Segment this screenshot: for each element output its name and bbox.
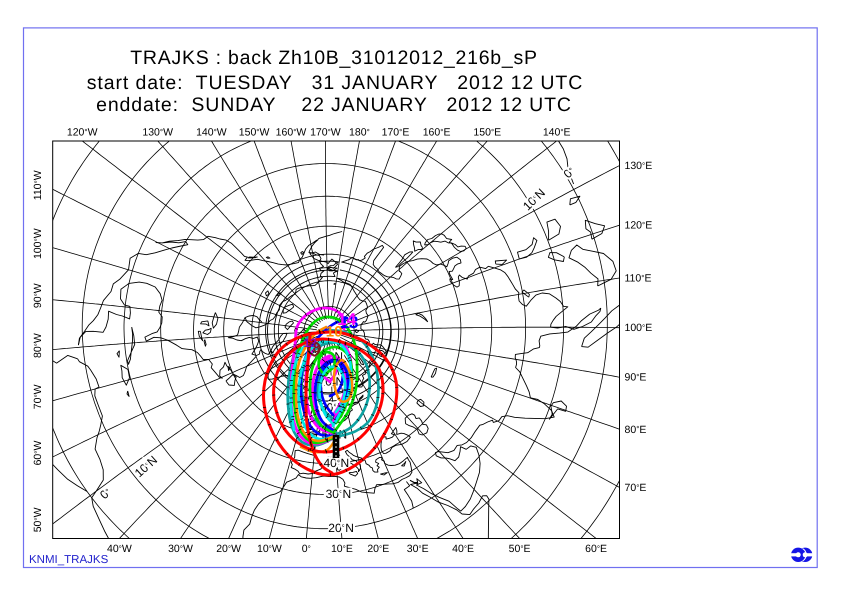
svg-text:100°E: 100°E [625, 322, 653, 334]
svg-text:40°E: 40°E [452, 543, 474, 555]
svg-text:180°: 180° [349, 127, 370, 139]
svg-text:120°E: 120°E [625, 220, 653, 232]
svg-text:30°N: 30°N [326, 487, 352, 501]
svg-text:10°W: 10°W [257, 543, 282, 555]
svg-text:80°W: 80°W [32, 333, 44, 358]
svg-text:20°E: 20°E [367, 543, 389, 555]
svg-text:KNMI_TRAJKS: KNMI_TRAJKS [29, 554, 109, 566]
svg-text:20°W: 20°W [216, 543, 241, 555]
svg-text:40°W: 40°W [107, 543, 132, 555]
svg-text:140°W: 140°W [196, 127, 227, 139]
svg-text:170°W: 170°W [310, 127, 341, 139]
svg-text:14: 14 [337, 310, 356, 329]
svg-text:170°E: 170°E [382, 127, 410, 139]
svg-text:120°W: 120°W [67, 127, 98, 139]
svg-text:50°W: 50°W [32, 507, 44, 532]
svg-text:0°: 0° [302, 543, 311, 555]
svg-text:start date: TUESDAY 31 JANU: start date: TUESDAY 31 JANUARY 2012 12 U… [87, 72, 583, 94]
svg-text:80°E: 80°E [625, 424, 647, 436]
svg-text:10: 10 [326, 324, 343, 341]
svg-text:130°E: 130°E [625, 160, 653, 172]
svg-text:60°E: 60°E [585, 543, 607, 555]
svg-text:8: 8 [313, 340, 320, 355]
svg-text:50°E: 50°E [509, 543, 531, 555]
svg-text:160°W: 160°W [276, 127, 307, 139]
svg-text:enddate: SUNDAY 22 JANUARY: enddate: SUNDAY 22 JANUARY 2012 12 UTC [96, 94, 572, 116]
svg-text:13: 13 [304, 336, 318, 350]
svg-text:130°W: 130°W [142, 127, 173, 139]
svg-text:110°E: 110°E [625, 273, 652, 285]
svg-text:100°W: 100°W [32, 228, 44, 259]
svg-text:60°W: 60°W [32, 441, 44, 466]
svg-text:110°W: 110°W [32, 170, 44, 200]
svg-text:160°E: 160°E [423, 127, 451, 139]
svg-text:20°N: 20°N [328, 521, 354, 535]
svg-text:150°W: 150°W [239, 127, 270, 139]
svg-text:70°E: 70°E [625, 482, 647, 494]
svg-text:40°N: 40°N [323, 456, 349, 470]
svg-text:90°E: 90°E [625, 372, 647, 384]
svg-text:TRAJKS : back Zh10B_31012012_2: TRAJKS : back Zh10B_31012012_216b_sP [130, 47, 538, 69]
svg-text:90°W: 90°W [32, 283, 44, 308]
svg-text:150°E: 150°E [473, 127, 501, 139]
svg-text:30°E: 30°E [407, 543, 429, 555]
svg-text:13: 13 [340, 313, 359, 332]
svg-text:140°E: 140°E [543, 127, 571, 139]
svg-text:10°E: 10°E [331, 543, 353, 555]
svg-text:30°W: 30°W [168, 543, 193, 555]
svg-text:70°W: 70°W [32, 384, 44, 409]
